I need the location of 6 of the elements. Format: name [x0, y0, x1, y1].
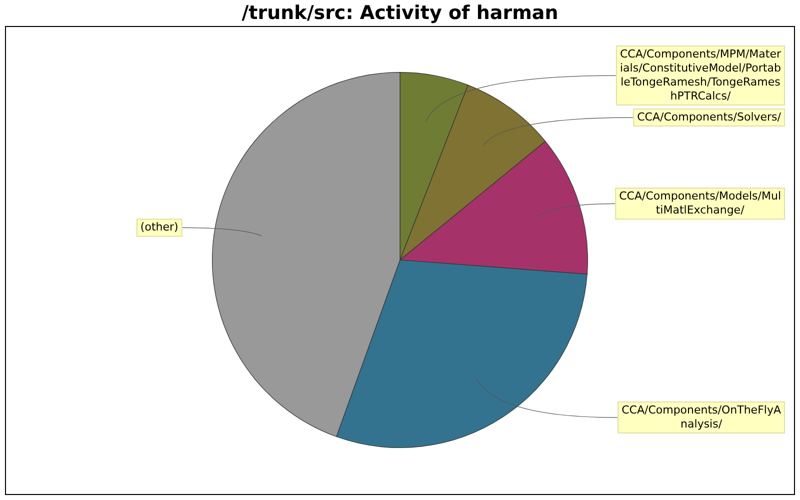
slice-label: (other) — [140, 220, 178, 234]
chart-title: /trunk/src: Activity of harman — [240, 1, 560, 26]
slice-label: CCA/Components/Models/MultiMatlExchange/ — [619, 190, 781, 217]
slice-label: CCA/Components/MPM/Materials/ConstitutiveModel/PortableTongeRamesh/TongeRameshPTRCalcs/ — [620, 47, 782, 102]
slice-label: CCA/Components/Solvers/ — [637, 110, 782, 124]
slice-label: CCA/Components/OnTheFlyAnalysis/ — [622, 403, 782, 430]
